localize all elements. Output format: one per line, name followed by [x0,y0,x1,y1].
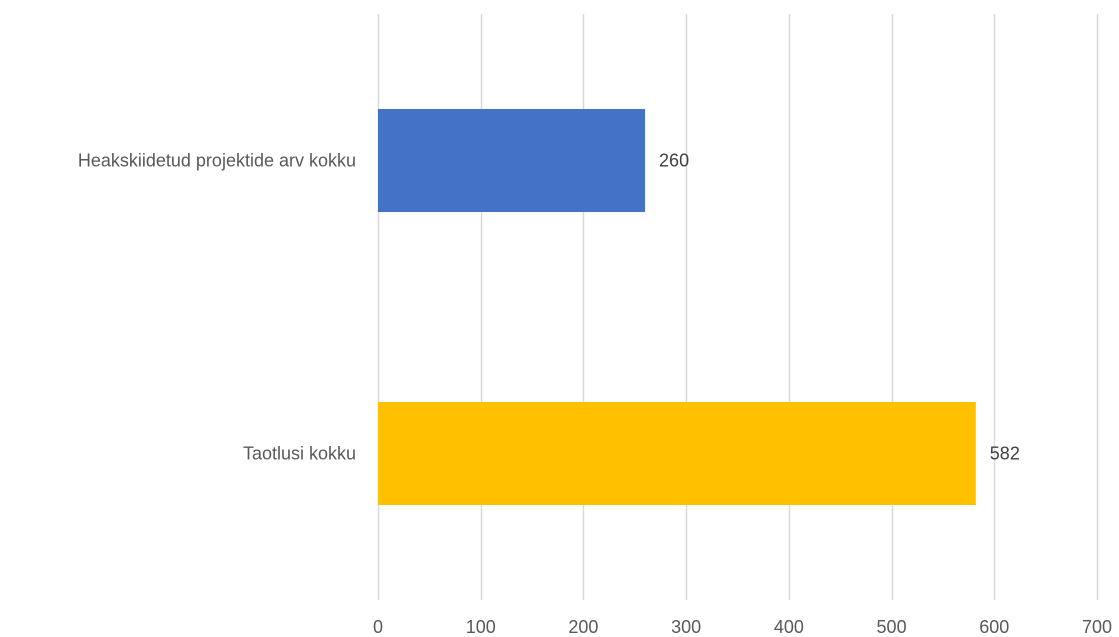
x-tick-label: 700 [1082,617,1112,637]
x-tick-label: 400 [774,617,804,637]
x-tick-label: 0 [373,617,383,637]
data-label: 582 [990,444,1020,464]
x-tick-label: 600 [979,617,1009,637]
x-tick-label: 500 [877,617,907,637]
data-label: 260 [659,151,689,171]
category-label: Heakskiidetud projektide arv kokku [78,151,356,171]
category-label: Taotlusi kokku [243,444,356,464]
bar [378,109,646,212]
bar [378,402,976,505]
gridlines [377,14,1099,600]
x-tick-labels: 0 100 200 300 400 500 600 700 [373,617,1112,637]
x-tick-label: 300 [671,617,701,637]
x-tick-label: 100 [466,617,496,637]
bars [378,109,976,505]
category-labels: Heakskiidetud projektide arv kokku Taotlu… [78,151,356,464]
data-labels: 260 582 [659,151,1020,464]
x-tick-label: 200 [568,617,598,637]
